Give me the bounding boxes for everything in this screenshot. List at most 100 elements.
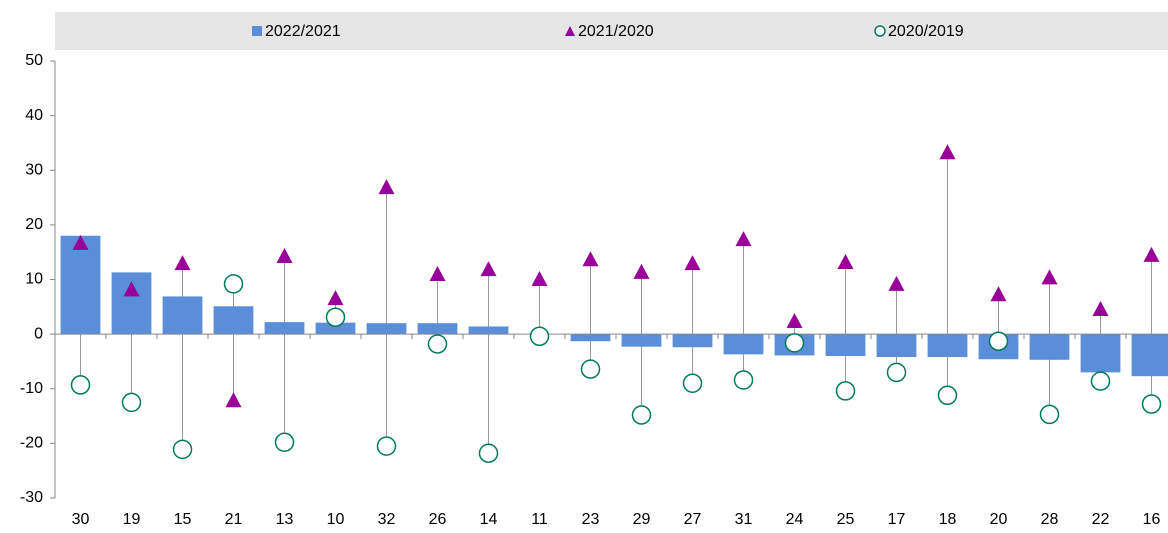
legend-swatch (565, 26, 575, 36)
triangle-marker (174, 255, 191, 271)
triangle-marker (633, 263, 650, 279)
y-tick-label: 10 (25, 271, 43, 288)
y-tick-label: 50 (25, 52, 43, 69)
x-tick-label: 24 (786, 511, 804, 528)
legend-label: 2020/2019 (888, 23, 964, 40)
circle-marker (886, 362, 907, 383)
triangle-marker (1092, 300, 1109, 316)
y-tick-label: -30 (20, 489, 43, 506)
bar (927, 334, 968, 358)
circle-marker (733, 370, 754, 390)
bar (213, 306, 254, 335)
circle-marker (274, 432, 295, 453)
triangle-marker (684, 255, 701, 271)
bar (315, 322, 356, 335)
x-tick-label: 20 (990, 511, 1008, 528)
triangle-marker (225, 392, 242, 408)
circle-marker (529, 326, 550, 347)
triangle-marker (888, 275, 905, 291)
x-tick-label: 15 (174, 511, 192, 528)
y-tick-label: -10 (20, 380, 43, 397)
bar (162, 296, 203, 335)
triangle-marker (276, 248, 293, 264)
circle-marker (631, 405, 652, 425)
y-tick-label: 40 (25, 107, 43, 124)
circle-marker (1141, 394, 1162, 414)
circle-marker (223, 274, 244, 294)
circle-marker (988, 331, 1009, 351)
x-tick-label: 31 (735, 511, 753, 528)
x-tick-label: 23 (582, 511, 600, 528)
x-tick-label: 19 (123, 511, 141, 528)
circle-marker (1090, 371, 1111, 391)
x-tick-label: 21 (225, 511, 243, 528)
triangle-marker (735, 231, 752, 247)
circle-marker (580, 359, 601, 379)
x-tick-label: 26 (429, 511, 447, 528)
bar (1080, 334, 1121, 373)
bar (672, 334, 713, 348)
y-tick-label: 30 (25, 161, 43, 178)
circle-marker (784, 333, 805, 353)
bar (417, 323, 458, 335)
triangle-marker (939, 144, 956, 160)
bar (1029, 334, 1070, 360)
x-tick-label: 25 (837, 511, 855, 528)
circle-marker (835, 381, 856, 401)
x-tick-label: 11 (531, 511, 548, 528)
legend-swatch (252, 26, 262, 36)
y-tick-label: 20 (25, 216, 43, 233)
circle-marker (325, 307, 346, 327)
bar (723, 334, 764, 355)
bar (60, 235, 101, 335)
triangle-marker (1041, 269, 1058, 285)
circle-marker (172, 439, 193, 460)
triangle-marker (480, 261, 497, 277)
circle-marker (376, 436, 397, 456)
triangle-marker (378, 179, 395, 195)
triangle-marker (582, 251, 599, 267)
circle-marker (478, 443, 499, 463)
triangle-marker (990, 286, 1007, 302)
x-tick-label: 30 (72, 511, 90, 528)
bar (468, 326, 509, 335)
x-tick-label: 13 (276, 511, 294, 528)
triangle-marker (837, 254, 854, 270)
bar (366, 323, 407, 335)
x-tick-label: 29 (633, 511, 651, 528)
bar (264, 322, 305, 335)
x-tick-label: 32 (378, 511, 396, 528)
triangle-marker (429, 266, 446, 282)
triangle-marker (1143, 246, 1160, 262)
y-tick-label: -20 (20, 435, 43, 452)
y-tick-label: 0 (34, 325, 43, 342)
x-tick-label: 10 (327, 511, 345, 528)
x-tick-label: 27 (684, 511, 702, 528)
circle-marker (121, 392, 142, 413)
bar (570, 334, 611, 342)
x-tick-label: 28 (1041, 511, 1059, 528)
bar (1131, 334, 1168, 377)
triangle-marker (531, 270, 548, 286)
circle-marker (1039, 404, 1060, 425)
legend-swatch (874, 25, 886, 37)
legend-background (55, 12, 1168, 50)
x-tick-label: 18 (939, 511, 957, 528)
bar (876, 334, 917, 358)
triangle-marker (72, 234, 89, 250)
x-tick-label: 22 (1092, 511, 1110, 528)
x-tick-label: 16 (1143, 511, 1161, 528)
x-tick-label: 14 (480, 511, 498, 528)
legend-label: 2021/2020 (578, 23, 654, 40)
circle-marker (70, 375, 91, 395)
x-tick-label: 17 (888, 511, 906, 528)
legend-label: 2022/2021 (265, 23, 341, 40)
triangle-marker (786, 313, 803, 329)
triangle-marker (327, 290, 344, 306)
circle-marker (682, 373, 703, 394)
bar (825, 334, 866, 356)
circle-marker (427, 334, 448, 354)
circle-marker (937, 385, 958, 406)
